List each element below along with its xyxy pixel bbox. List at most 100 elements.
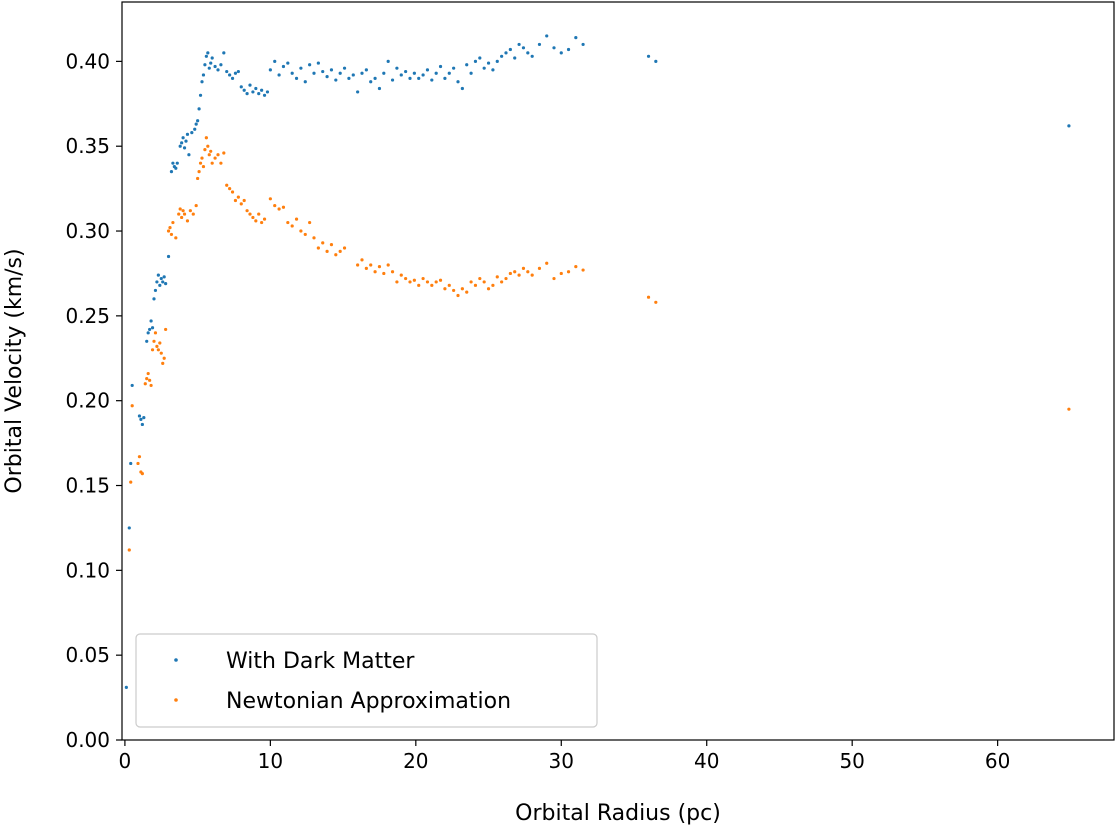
data-point [198,93,203,97]
y-tick-label: 0.40 [65,49,110,73]
data-point [216,68,220,72]
data-point [156,273,160,277]
data-point [537,42,542,47]
data-point [182,212,187,216]
data-point [386,263,390,267]
data-point [537,266,542,270]
data-point [412,71,416,75]
legend-marker-dark-matter [174,658,178,662]
data-point [469,71,473,75]
data-point [452,288,456,293]
data-point [465,63,469,67]
data-point [646,54,651,58]
data-point [242,198,246,203]
data-point [194,203,198,208]
x-tick-label: 20 [403,749,428,773]
data-point [316,61,320,65]
data-point [521,46,526,50]
series-newtonian [127,136,1071,552]
data-point [316,246,320,250]
data-point [174,166,178,170]
data-point [257,212,261,216]
data-point [213,156,217,160]
data-point [552,276,556,281]
data-point [152,297,156,301]
data-point [169,170,174,174]
data-point [513,56,517,60]
data-point [136,461,140,466]
data-point [166,229,171,233]
x-tick-label: 40 [694,749,719,773]
data-point [404,276,408,281]
data-point [500,280,504,284]
data-point [286,220,290,225]
data-point [273,59,277,63]
data-point [254,219,258,223]
data-point [574,265,578,269]
data-point [239,202,243,206]
y-tick-label: 0.00 [65,728,110,752]
data-point [137,414,142,418]
data-point [581,42,585,47]
data-point [145,339,149,343]
data-point [530,54,534,58]
legend-label-dark-matter: With Dark Matter [226,649,415,674]
x-tick-label: 30 [549,749,574,773]
data-point [137,455,142,459]
data-point [207,153,211,157]
data-point [504,276,508,281]
data-point [222,151,226,155]
data-point [268,68,272,72]
data-point [482,66,486,70]
data-point [517,42,521,47]
data-point [184,139,188,143]
data-point [308,63,312,67]
data-point [174,236,178,240]
data-point [390,78,395,82]
data-point [552,46,556,50]
data-point [478,276,482,281]
data-point [248,83,252,87]
data-point [369,80,373,84]
data-point [188,209,192,213]
data-point [130,404,134,408]
data-point [233,71,238,75]
data-point [213,64,217,69]
data-point [171,220,175,225]
data-point [364,68,368,72]
data-point [530,273,534,277]
x-tick-label: 0 [119,749,132,773]
legend-marker-newtonian [174,698,178,702]
data-point [478,56,482,60]
data-point [164,282,168,286]
data-point [140,422,144,427]
y-tick-label: 0.10 [65,558,110,582]
data-point [225,69,229,74]
data-point [434,71,438,75]
series-dark-matter [124,34,1071,690]
data-point [443,287,447,291]
data-point [166,254,171,259]
data-point [193,127,197,131]
y-tick-label: 0.20 [65,389,110,413]
data-point [460,86,464,91]
data-point [430,78,434,82]
data-point [360,71,364,75]
y-tick-label: 0.30 [65,219,110,243]
data-point [236,195,240,199]
data-point [430,283,434,287]
data-point [164,327,168,332]
data-point [142,416,146,420]
data-point [180,215,184,220]
data-point [500,54,504,58]
data-point [325,249,329,253]
data-point [356,90,360,94]
data-point [299,229,303,233]
data-point [181,209,185,213]
data-point [382,271,386,276]
data-point [417,76,421,80]
data-point [312,71,316,75]
data-point [486,61,491,65]
data-point [491,283,495,287]
